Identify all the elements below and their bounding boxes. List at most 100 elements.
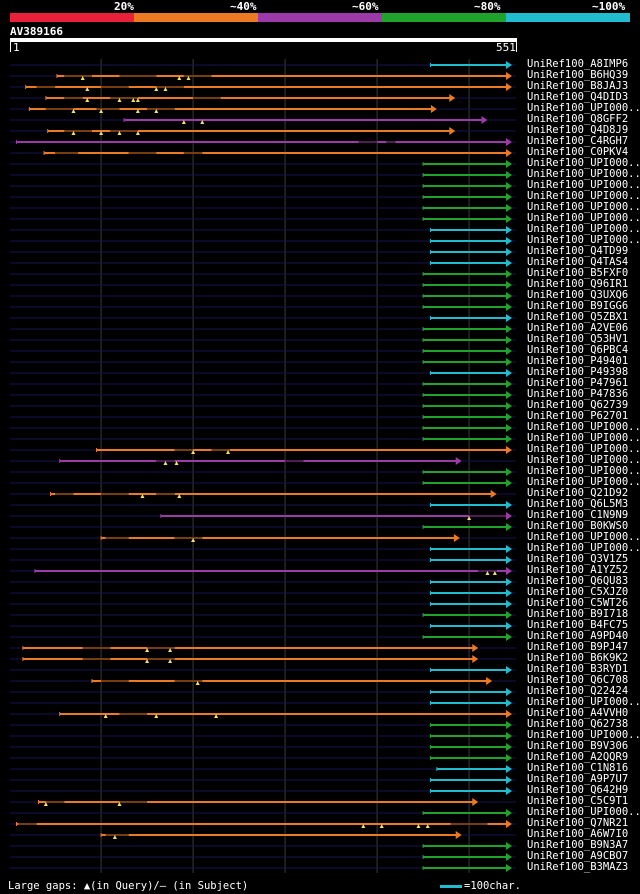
hit-arrow [506,479,512,487]
hit-label[interactable]: UniRef100_Q96IR1 [527,278,629,290]
hit-arrow [455,457,462,465]
hit-label[interactable]: UniRef100_UPI000.. [527,443,640,455]
hit-label[interactable]: UniRef100_B9N3A7 [527,839,629,851]
hit-label[interactable]: UniRef100_C1N9N9 [527,509,629,521]
hit-arrow [506,578,512,586]
query-gap-marker [163,461,168,465]
hit-arrow [506,435,512,443]
hit-label[interactable]: UniRef100_A1YZ52 [527,564,629,576]
hit-label[interactable]: UniRef100_Q4D8J9 [527,124,629,136]
hit-arrow [506,820,512,828]
hit-label[interactable]: UniRef100_B9I718 [527,608,629,620]
legend-label-20: 20% [114,0,134,13]
hit-label[interactable]: UniRef100_UPI000.. [527,729,640,741]
hit-label[interactable]: UniRef100_Q21D92 [527,487,629,499]
hit-label[interactable]: UniRef100_B9V306 [527,740,629,752]
hit-label[interactable]: UniRef100_C5C9T1 [527,795,629,807]
hit-arrow [506,204,512,212]
hit-arrow [506,303,512,311]
hit-label[interactable]: UniRef100_UPI000.. [527,432,640,444]
hit-label[interactable]: UniRef100_B3MAZ3 [527,861,629,873]
query-gap-marker [416,824,421,828]
query-gap-marker [174,461,179,465]
hit-label[interactable]: UniRef100_B9IGG6 [527,300,629,312]
hit-label[interactable]: UniRef100_Q6C708 [527,674,629,686]
hit-label[interactable]: UniRef100_UPI000.. [527,454,640,466]
hit-label[interactable]: UniRef100_B6K9K2 [527,652,629,664]
hit-label[interactable]: UniRef100_UPI000.. [527,168,640,180]
hit-label[interactable]: UniRef100_UPI000.. [527,234,640,246]
hit-label[interactable]: UniRef100_Q6PBC4 [527,344,629,356]
query-gap-marker [177,76,182,80]
hit-label[interactable]: UniRef100_Q4TAS4 [527,256,629,268]
hit-label[interactable]: UniRef100_UPI000.. [527,476,640,488]
hit-label[interactable]: UniRef100_P47961 [527,377,629,389]
hit-label[interactable]: UniRef100_A2VE06 [527,322,629,334]
hit-label[interactable]: UniRef100_C1N816 [527,762,629,774]
hit-label[interactable]: UniRef100_B5FXF0 [527,267,629,279]
hit-label[interactable]: UniRef100_UPI000.. [527,157,640,169]
hit-label[interactable]: UniRef100_B6HQ39 [527,69,629,81]
hit-label[interactable]: UniRef100_Q6L5M3 [527,498,629,510]
hit-label[interactable]: UniRef100_A4VVH0 [527,707,629,719]
hit-label[interactable]: UniRef100_Q62739 [527,399,629,411]
hit-label[interactable]: UniRef100_A9PD40 [527,630,629,642]
hit-label[interactable]: UniRef100_UPI000.. [527,190,640,202]
hit-label[interactable]: UniRef100_B8JAJ3 [527,80,629,92]
hit-label[interactable]: UniRef100_Q3V1Z5 [527,553,629,565]
hit-label[interactable]: UniRef100_B4FC75 [527,619,629,631]
hit-label[interactable]: UniRef100_UPI000.. [527,531,640,543]
hit-arrow [506,666,512,674]
hit-label[interactable]: UniRef100_P49401 [527,355,629,367]
hit-label[interactable]: UniRef100_Q4TD99 [527,245,629,257]
hit-arrow [506,138,512,146]
query-gap-marker [145,648,150,652]
hit-label[interactable]: UniRef100_Q8GFF2 [527,113,629,125]
hit-label[interactable]: UniRef100_A6W7I0 [527,828,629,840]
hit-label[interactable]: UniRef100_UPI000.. [527,542,640,554]
hit-label[interactable]: UniRef100_C4RGH7 [527,135,629,147]
hit-label[interactable]: UniRef100_Q4DID3 [527,91,629,103]
hit-label[interactable]: UniRef100_UPI000.. [527,179,640,191]
query-gap-marker [177,494,182,498]
hit-arrow [506,325,512,333]
hit-label[interactable]: UniRef100_UPI000.. [527,696,640,708]
hit-label[interactable]: UniRef100_Q53HV1 [527,333,629,345]
hit-label[interactable]: UniRef100_A9CBO7 [527,850,629,862]
hit-label[interactable]: UniRef100_UPI000.. [527,421,640,433]
query-gap-marker [492,571,497,575]
hit-label[interactable]: UniRef100_Q7NR21 [527,817,629,829]
hit-arrow [453,534,460,542]
hit-label[interactable]: UniRef100_UPI000.. [527,465,640,477]
hit-label[interactable]: UniRef100_UPI000.. [527,201,640,213]
hit-label[interactable]: UniRef100_UPI000.. [527,223,640,235]
hit-arrow [506,699,512,707]
hit-label[interactable]: UniRef100_C5XJZ0 [527,586,629,598]
hit-label[interactable]: UniRef100_C5WT26 [527,597,629,609]
hit-label[interactable]: UniRef100_P62701 [527,410,629,422]
hit-label[interactable]: UniRef100_B9PJ47 [527,641,629,653]
hit-label[interactable]: UniRef100_A8IMP6 [527,58,629,70]
hit-label[interactable]: UniRef100_Q22424 [527,685,629,697]
hit-arrow [472,798,479,806]
hit-label[interactable]: UniRef100_Q5ZBX1 [527,311,629,323]
hit-label[interactable]: UniRef100_UPI000.. [527,212,640,224]
legend-label-100: ~100% [592,0,626,13]
hit-label[interactable]: UniRef100_C0PKV4 [527,146,629,158]
hit-label[interactable]: UniRef100_A9P7U7 [527,773,629,785]
hit-label[interactable]: UniRef100_Q62738 [527,718,629,730]
hit-label[interactable]: UniRef100_Q642H9 [527,784,629,796]
hit-label[interactable]: UniRef100_A2QQR9 [527,751,629,763]
hit-label[interactable]: UniRef100_P49398 [527,366,629,378]
hit-label[interactable]: UniRef100_UPI000.. [527,102,640,114]
hit-label[interactable]: UniRef100_UPI000.. [527,806,640,818]
query-gap-marker [191,538,196,542]
hit-label[interactable]: UniRef100_P47836 [527,388,629,400]
hit-label[interactable]: UniRef100_Q6QU83 [527,575,629,587]
hit-label[interactable]: UniRef100_B0KWS0 [527,520,629,532]
hit-label[interactable]: UniRef100_Q3UXQ6 [527,289,629,301]
hit-arrow [506,732,512,740]
hit-label[interactable]: UniRef100_B3RYD1 [527,663,629,675]
query-gap-marker [186,76,191,80]
query-gap-marker [168,648,173,652]
